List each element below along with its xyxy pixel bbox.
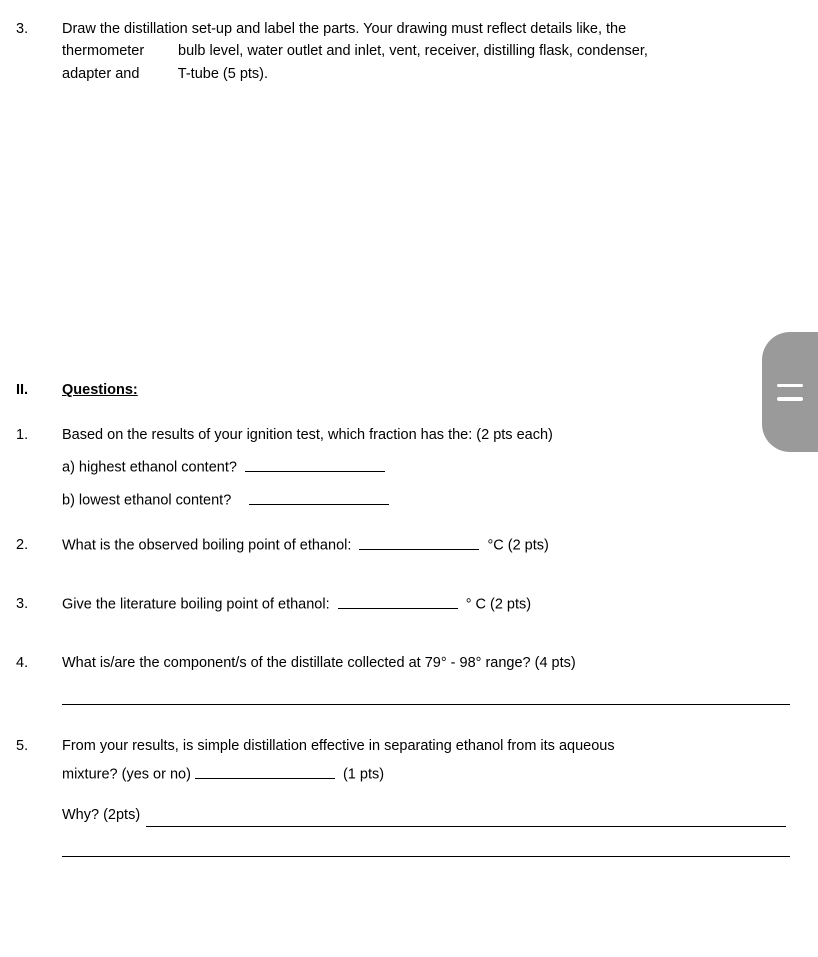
q5: 5. From your results, is simple distilla… [16, 735, 790, 865]
q5-after: (1 pts) [343, 767, 384, 783]
item-3: 3. Draw the distillation set-up and labe… [16, 18, 790, 85]
item-3-number: 3. [16, 18, 62, 40]
q5-why-label: Why? (2pts) [62, 804, 140, 826]
section-ii-title: Questions: [62, 379, 790, 401]
section-ii-number: II. [16, 379, 62, 401]
item-3-line3-rest: T-tube (5 pts). [178, 66, 268, 82]
q2-blank[interactable] [359, 534, 479, 550]
item-3-line2-rest: bulb level, water outlet and inlet, vent… [178, 43, 648, 59]
q1-a-blank[interactable] [245, 456, 385, 472]
q5-stem-line2: mixture? (yes or no) (1 pts) [62, 763, 790, 786]
q4-body: What is/are the component/s of the disti… [62, 652, 790, 712]
q1-body: Based on the results of your ignition te… [62, 424, 790, 512]
item-3-line3: adapter and T-tube (5 pts). [62, 63, 790, 85]
q1: 1. Based on the results of your ignition… [16, 424, 790, 512]
q1-number: 1. [16, 424, 62, 446]
q1-b-blank[interactable] [249, 489, 389, 505]
item-3-body: Draw the distillation set-up and label t… [62, 18, 790, 85]
tab-bar-icon [777, 397, 803, 401]
q5-why-line1[interactable] [146, 811, 786, 827]
q2: 2. What is the observed boiling point of… [16, 534, 790, 557]
q5-stem-line1: From your results, is simple distillatio… [62, 735, 790, 757]
q4-number: 4. [16, 652, 62, 674]
q5-yesno-blank[interactable] [195, 763, 335, 779]
q3: 3. Give the literature boiling point of … [16, 593, 790, 616]
q1-a: a) highest ethanol content? [62, 456, 790, 479]
q2-body: What is the observed boiling point of et… [62, 534, 790, 557]
q3-number: 3. [16, 593, 62, 615]
q5-number: 5. [16, 735, 62, 757]
q3-unit: ° C (2 pts) [466, 597, 531, 613]
q2-unit: °C (2 pts) [487, 538, 548, 554]
q2-number: 2. [16, 534, 62, 556]
q1-stem: Based on the results of your ignition te… [62, 424, 790, 446]
item-3-line3-left: adapter and [62, 63, 174, 85]
q1-b: b) lowest ethanol content? [62, 489, 790, 512]
item-3-line2: thermometer bulb level, water outlet and… [62, 40, 790, 62]
q2-stem: What is the observed boiling point of et… [62, 538, 351, 554]
q1-a-text: a) highest ethanol content? [62, 460, 237, 476]
side-tab-handle[interactable] [762, 332, 818, 452]
q5-body: From your results, is simple distillatio… [62, 735, 790, 865]
q1-b-text: b) lowest ethanol content? [62, 493, 231, 509]
tab-bar-icon [777, 384, 803, 388]
q4: 4. What is/are the component/s of the di… [16, 652, 790, 712]
item-3-line1: Draw the distillation set-up and label t… [62, 18, 790, 40]
worksheet-page: 3. Draw the distillation set-up and labe… [0, 0, 818, 957]
section-ii-header: II. Questions: [16, 379, 790, 401]
q5-stem-b: mixture? (yes or no) [62, 767, 191, 783]
q5-why-row: Why? (2pts) [62, 804, 790, 826]
q3-blank[interactable] [338, 593, 458, 609]
q4-stem: What is/are the component/s of the disti… [62, 652, 790, 674]
q4-answer-line[interactable] [62, 703, 790, 705]
q5-why-line2[interactable] [62, 855, 790, 857]
q3-stem: Give the literature boiling point of eth… [62, 597, 330, 613]
q3-body: Give the literature boiling point of eth… [62, 593, 790, 616]
item-3-line2-left: thermometer [62, 40, 174, 62]
drawing-space [16, 89, 790, 379]
